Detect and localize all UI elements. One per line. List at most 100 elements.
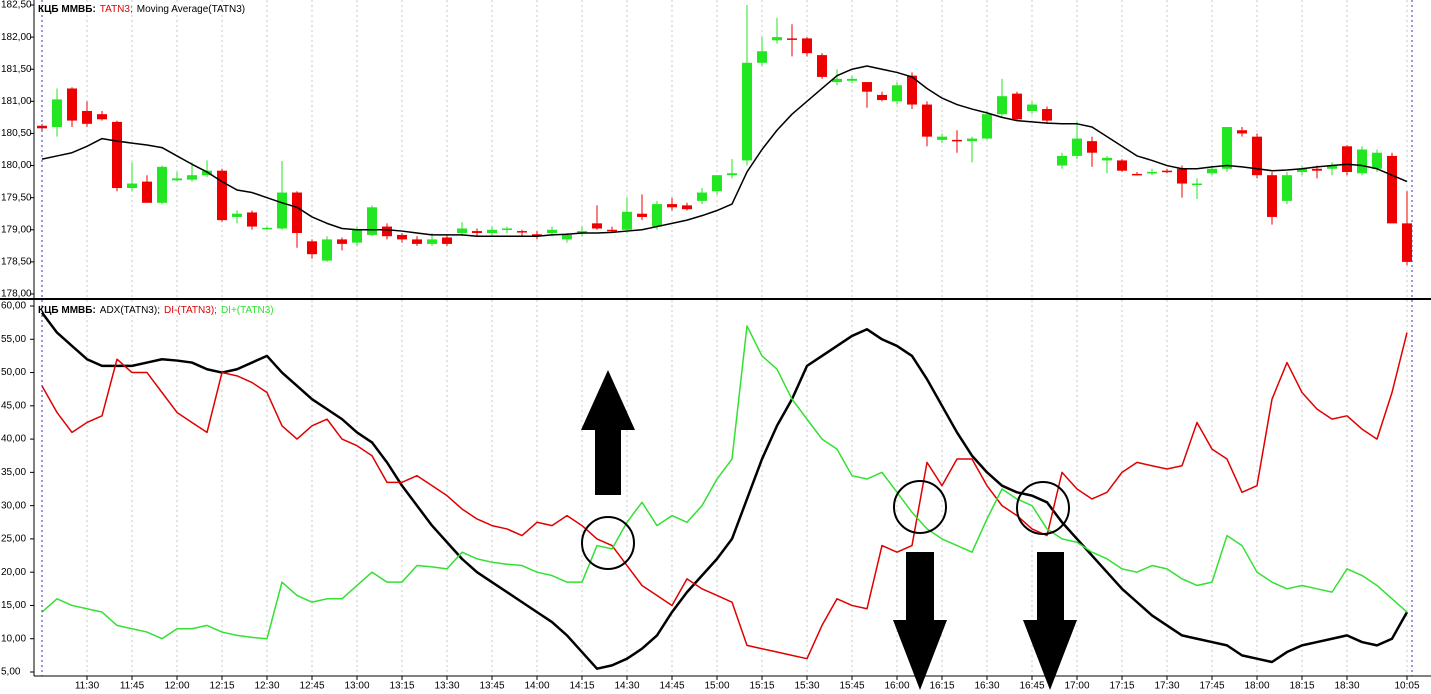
candle-body <box>247 212 257 227</box>
candle-body <box>217 170 227 221</box>
x-tick-label: 15:15 <box>749 681 774 692</box>
annotations <box>581 370 1077 690</box>
candle-body <box>577 231 587 233</box>
x-tick-label: 16:45 <box>1019 681 1044 692</box>
candle-body <box>1072 138 1082 156</box>
y-tick-label: 20,00 <box>1 567 26 578</box>
candle-body <box>172 178 182 181</box>
candle-body <box>397 234 407 240</box>
x-tick-label: 10:05 <box>1394 681 1419 692</box>
candle-body <box>502 228 512 230</box>
candle-body <box>562 234 572 240</box>
candle-body <box>472 231 482 233</box>
legend-entry: ADX(TATN3); <box>99 305 160 316</box>
candle-body <box>1117 160 1127 171</box>
candle-body <box>1057 155 1067 166</box>
x-tick-label: 15:30 <box>794 681 819 692</box>
candle-body <box>232 213 242 217</box>
candle-body <box>1312 168 1322 171</box>
candle-body <box>1207 168 1217 174</box>
x-tick-label: 11:30 <box>75 681 100 692</box>
candle-body <box>742 62 752 161</box>
candle-body <box>97 114 107 120</box>
x-tick-label: 12:30 <box>254 681 279 692</box>
x-tick-label: 18:15 <box>1289 681 1314 692</box>
y-tick-label: 45,00 <box>1 400 26 411</box>
candle-body <box>1402 223 1412 262</box>
candle-body <box>952 139 962 142</box>
x-tick-label: 12:15 <box>209 681 234 692</box>
up-arrow <box>581 370 635 495</box>
candle-body <box>1237 130 1247 134</box>
candle-body <box>292 192 302 233</box>
x-tick-label: 14:30 <box>614 681 639 692</box>
y-tick-label: 50,00 <box>1 367 26 378</box>
candle-body <box>1102 157 1112 161</box>
legend-entry: DI+(TATN3) <box>220 305 274 316</box>
x-tick-label: 12:00 <box>164 681 189 692</box>
x-tick-label: 17:15 <box>1109 681 1134 692</box>
candle-body <box>1087 141 1097 153</box>
candle-body <box>1357 149 1367 174</box>
series-line <box>41 332 1408 660</box>
y-tick-label: 5,00 <box>1 667 21 678</box>
y-tick-label: 179,50 <box>1 192 32 203</box>
candle-body <box>922 104 932 137</box>
candle-body <box>757 51 767 63</box>
candle-body <box>1222 127 1232 169</box>
y-tick-label: 180,00 <box>1 160 32 171</box>
candle-body <box>277 192 287 229</box>
candle-body <box>487 229 497 233</box>
candle-body <box>772 37 782 41</box>
candle-body <box>637 213 647 217</box>
candle-body <box>307 241 317 255</box>
candle-body <box>112 121 122 189</box>
candle-body <box>907 75 917 105</box>
y-tick-label: 30,00 <box>1 500 26 511</box>
x-tick-label: 15:00 <box>704 681 729 692</box>
y-tick-label: 182,00 <box>1 32 32 43</box>
y-tick-label: 178,00 <box>1 289 32 300</box>
pane-title: КЦБ ММВБ: <box>38 305 96 316</box>
x-tick-label: 17:00 <box>1064 681 1089 692</box>
candle-body <box>667 204 677 208</box>
candle-body <box>457 228 467 233</box>
crossover-circle <box>1016 481 1070 535</box>
pane-title: КЦБ ММВБ: <box>38 4 96 15</box>
legend-top: КЦБ ММВБ: TATN3; Moving Average(TATN3) <box>38 4 249 16</box>
y-tick-label: 182,50 <box>1 0 32 11</box>
candle-body <box>157 166 167 203</box>
down-arrow <box>893 552 947 690</box>
y-tick-label: 25,00 <box>1 534 26 545</box>
y-tick-label: 10,00 <box>1 633 26 644</box>
down-arrow <box>1023 552 1077 690</box>
candle-body <box>967 138 977 142</box>
candle-body <box>532 234 542 237</box>
crossover-circle <box>893 480 947 534</box>
x-tick-label: 13:45 <box>479 681 504 692</box>
x-tick-label: 14:45 <box>659 681 684 692</box>
x-tick-label: 17:45 <box>1199 681 1224 692</box>
x-tick-label: 16:30 <box>974 681 999 692</box>
candle-body <box>382 226 392 237</box>
candle-body <box>1162 170 1172 173</box>
candle-body <box>652 204 662 227</box>
legend-entry: Moving Average(TATN3) <box>136 4 246 15</box>
candle-body <box>367 207 377 235</box>
candle-body <box>412 239 422 244</box>
candle-body <box>802 38 812 54</box>
candle-body <box>817 55 827 77</box>
y-tick-label: 15,00 <box>1 600 26 611</box>
candle-body <box>1177 168 1187 184</box>
x-tick-label: 18:00 <box>1244 681 1269 692</box>
x-tick-label: 13:15 <box>389 681 414 692</box>
x-tick-label: 18:30 <box>1334 681 1359 692</box>
candle-body <box>847 78 857 81</box>
candle-body <box>1267 175 1277 217</box>
legend-bottom: КЦБ ММВБ: ADX(TATN3); DI-(TATN3); DI+(TATN3… <box>38 305 278 317</box>
candle-body <box>127 183 137 189</box>
candle-body <box>1147 171 1157 174</box>
candle-body <box>997 96 1007 115</box>
y-tick-label: 181,00 <box>1 96 32 107</box>
